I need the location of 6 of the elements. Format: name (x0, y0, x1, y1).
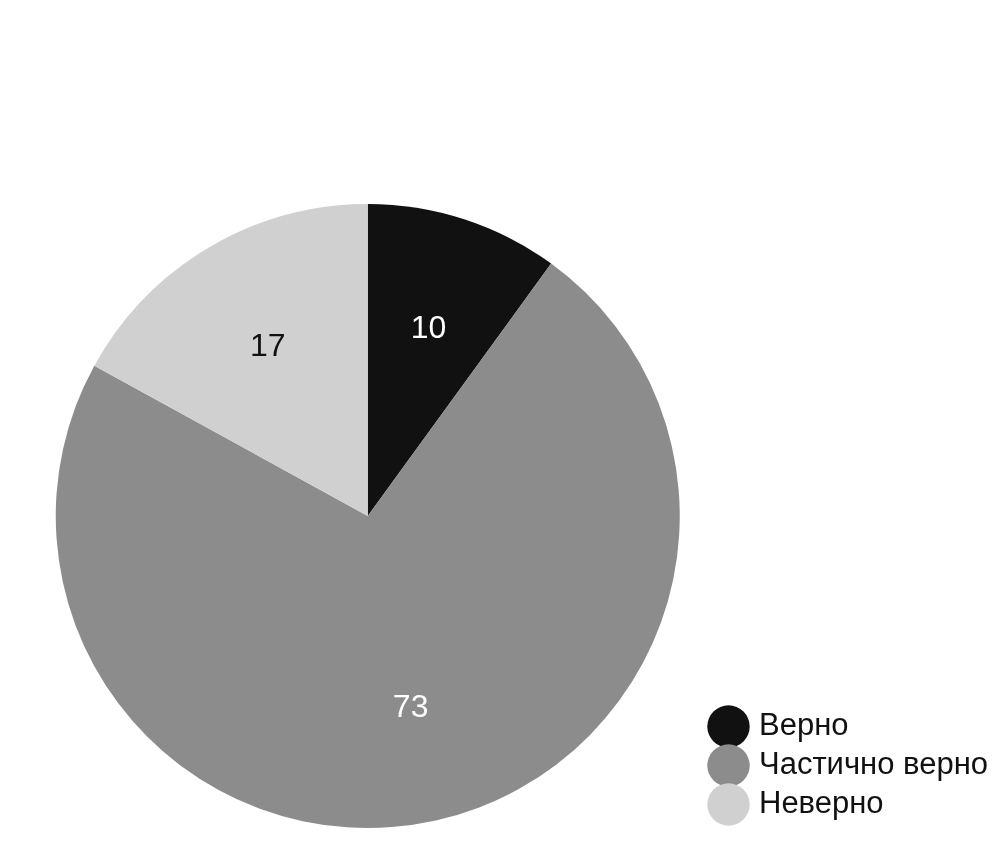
legend-label: Частично верно (759, 746, 989, 782)
data-label: 17 (249, 326, 286, 363)
legend-label: Неверно (759, 785, 884, 821)
legend-label: Верно (759, 707, 849, 743)
data-label: 10 (410, 308, 447, 345)
data-label: 73 (392, 687, 429, 724)
